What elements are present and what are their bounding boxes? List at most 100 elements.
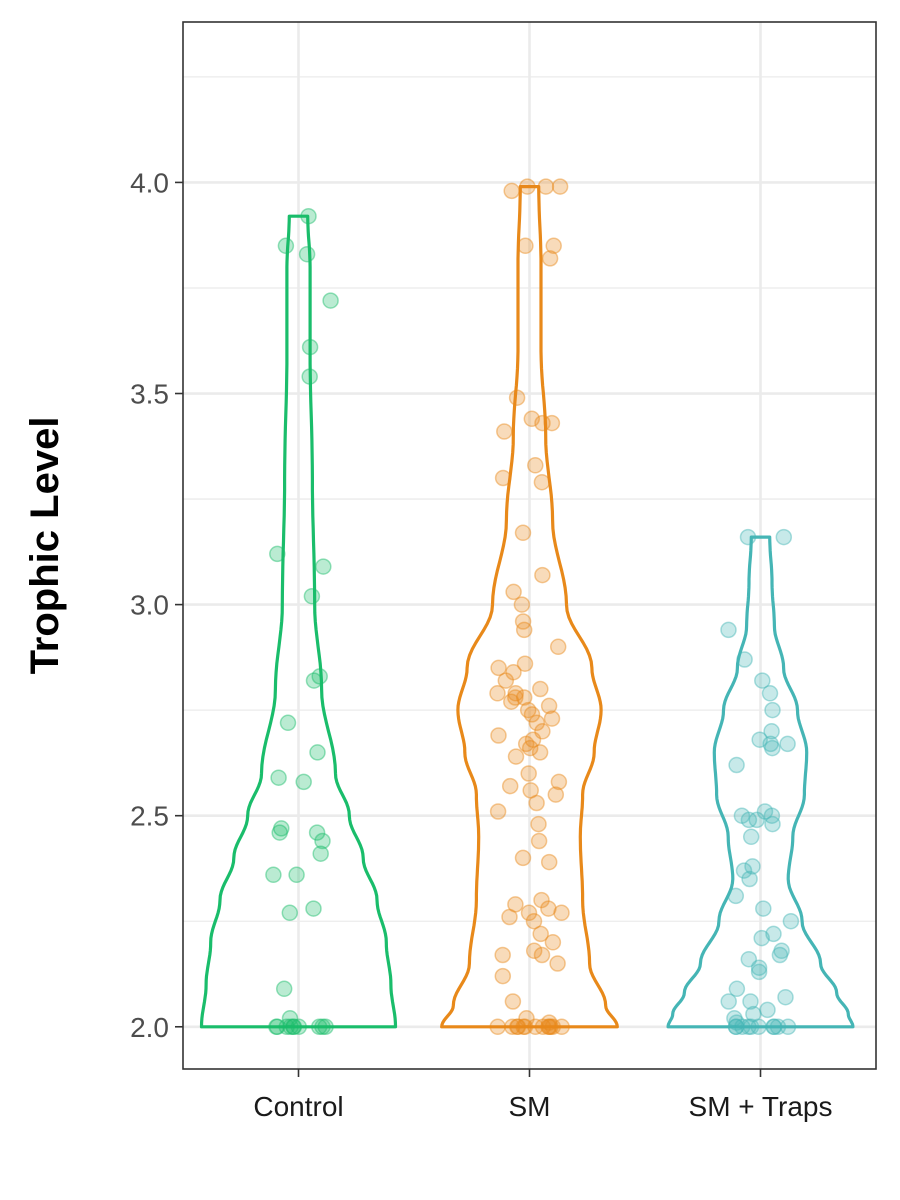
- x-axis: Control SM SM + Traps: [253, 1069, 832, 1122]
- data-point: [523, 410, 541, 428]
- data-point: [543, 710, 561, 727]
- data-point: [750, 963, 768, 981]
- data-point: [281, 1010, 299, 1027]
- data-point: [533, 473, 551, 491]
- data-point: [317, 1018, 334, 1036]
- data-point: [285, 1018, 303, 1036]
- data-point: [516, 655, 534, 672]
- data-point: [507, 689, 524, 706]
- data-point: [490, 659, 507, 677]
- data-point: [740, 950, 758, 968]
- data-point: [763, 807, 781, 824]
- data-point: [532, 925, 549, 943]
- data-point: [275, 980, 293, 998]
- data-point: [754, 672, 771, 689]
- data-point: [496, 423, 513, 440]
- y-tick-label: 2.5: [130, 801, 169, 832]
- data-point: [782, 912, 800, 930]
- data-point: [528, 714, 546, 732]
- data-point: [501, 777, 519, 795]
- data-point: [277, 237, 295, 255]
- data-point: [534, 414, 551, 432]
- data-point: [282, 1018, 299, 1036]
- data-point: [504, 1018, 521, 1036]
- data-point: [728, 1014, 745, 1031]
- data-point: [751, 731, 768, 748]
- data-point: [305, 672, 323, 689]
- data-point: [761, 685, 779, 702]
- data-point: [273, 820, 290, 837]
- data-point: [755, 900, 772, 917]
- data-point: [314, 832, 331, 850]
- data-point: [278, 1018, 295, 1036]
- data-point: [720, 621, 737, 639]
- data-point: [514, 849, 532, 867]
- data-point: [271, 824, 288, 841]
- data-point: [505, 663, 522, 681]
- data-point: [740, 1018, 757, 1036]
- plot-panel: [182, 21, 877, 1070]
- data-point: [322, 292, 339, 309]
- data-point: [549, 638, 567, 656]
- data-point: [298, 245, 316, 263]
- data-point: [540, 1014, 558, 1031]
- data-point: [270, 769, 287, 786]
- data-point: [745, 1005, 762, 1023]
- data-point: [544, 1018, 562, 1036]
- data-point: [494, 469, 512, 487]
- data-point: [301, 368, 318, 385]
- data-point: [519, 178, 536, 195]
- data-point: [309, 744, 326, 761]
- data-point: [507, 685, 524, 702]
- data-point: [514, 613, 532, 630]
- data-point: [727, 1018, 745, 1036]
- data-point: [775, 528, 793, 546]
- data-point: [515, 1018, 532, 1036]
- data-point: [525, 942, 543, 960]
- y-axis: 2.0 2.5 3.0 3.5 4.0: [130, 167, 183, 1043]
- y-tick-label: 3.5: [130, 379, 169, 410]
- data-point: [759, 1001, 776, 1019]
- data-point: [489, 1018, 506, 1036]
- data-point: [534, 1018, 552, 1036]
- data-point: [525, 912, 543, 930]
- data-point: [507, 748, 525, 765]
- violins: [199, 185, 855, 1029]
- data-point: [543, 414, 561, 432]
- data-point: [744, 858, 761, 875]
- data-point: [537, 178, 555, 195]
- data-point: [542, 1018, 559, 1036]
- data-point: [314, 1018, 331, 1036]
- data-point: [540, 1018, 558, 1036]
- jitter-points: [265, 178, 800, 1036]
- data-point: [528, 794, 545, 812]
- data-point: [765, 1018, 783, 1036]
- data-point: [534, 566, 551, 584]
- data-point: [312, 845, 329, 862]
- data-point: [310, 1018, 328, 1036]
- data-point: [728, 980, 746, 998]
- data-point: [519, 701, 537, 719]
- data-point: [720, 993, 737, 1010]
- data-point: [763, 723, 780, 740]
- data-point: [305, 900, 322, 917]
- data-point: [516, 1018, 534, 1036]
- data-point: [497, 672, 515, 689]
- data-point: [265, 866, 282, 884]
- data-point: [513, 596, 531, 613]
- data-point: [508, 1018, 526, 1036]
- data-point: [269, 1018, 286, 1036]
- data-point: [753, 929, 770, 947]
- data-point: [765, 1018, 782, 1036]
- data-point: [530, 832, 548, 850]
- violin-1: [440, 185, 619, 1029]
- data-point: [503, 182, 520, 200]
- data-point: [308, 824, 326, 841]
- y-tick-label: 2.0: [130, 1012, 169, 1043]
- data-point: [517, 237, 534, 255]
- data-point: [507, 896, 524, 913]
- data-point: [527, 1018, 544, 1036]
- data-point: [549, 955, 566, 972]
- data-point: [288, 866, 305, 884]
